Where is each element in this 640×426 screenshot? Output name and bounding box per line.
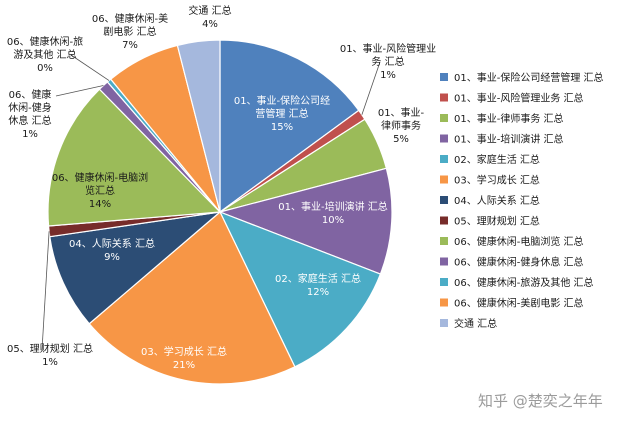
pie-slice bbox=[88, 211, 296, 385]
slice-label-line: 4% bbox=[202, 19, 218, 30]
pie-slice bbox=[176, 39, 221, 213]
slice-label-line: 01、事业-培训演讲 汇总 bbox=[278, 200, 388, 213]
slice-label: 06、健康休闲-电脑浏览汇总 14% bbox=[52, 171, 148, 210]
pie-slices bbox=[47, 39, 393, 385]
slice-label-line: 02、家庭生活 汇总 bbox=[275, 272, 361, 285]
watermark: 知乎 @楚奕之年年 bbox=[478, 392, 603, 410]
legend-swatch bbox=[440, 257, 448, 266]
slice-label-line: 05、理财规划 汇总 bbox=[7, 342, 93, 355]
pie-slice bbox=[218, 210, 382, 368]
slice-label: 06、健康休闲-美剧电影 汇总 7% bbox=[92, 12, 168, 51]
slice-label-line: 06、健康 bbox=[9, 88, 52, 101]
legend-swatch bbox=[440, 175, 448, 184]
slice-label-line: 06、健康休闲-电脑浏 bbox=[52, 171, 148, 184]
legend-swatch bbox=[440, 73, 448, 81]
slice-label: 交通 汇总 4% bbox=[188, 4, 231, 30]
slice-label-line: 15% bbox=[271, 122, 293, 133]
legend-label: 05、理财规划 汇总 bbox=[454, 215, 540, 228]
slice-label-line: 览汇总 bbox=[85, 184, 115, 197]
legend-swatch bbox=[440, 216, 448, 225]
slice-label-line: 04、人际关系 汇总 bbox=[69, 237, 155, 250]
slice-label-line: 21% bbox=[173, 360, 195, 371]
legend-label: 03、学习成长 汇总 bbox=[454, 174, 540, 187]
slice-label: 05、理财规划 汇总 1% bbox=[7, 342, 93, 368]
slice-label-line: 交通 汇总 bbox=[188, 4, 231, 17]
pie-slice bbox=[218, 167, 393, 275]
legend-label: 04、人际关系 汇总 bbox=[454, 194, 540, 207]
legend-label: 01、事业-律师事务 汇总 bbox=[454, 112, 564, 125]
leader-line bbox=[41, 231, 50, 351]
slice-label-line: 剧电影 汇总 bbox=[103, 25, 156, 38]
slice-label-line: 01、事业-风险管理业 bbox=[340, 42, 436, 55]
leader-line bbox=[70, 54, 110, 81]
slice-label: 06、健康休闲-旅游及其他 汇总 0% bbox=[7, 35, 83, 74]
legend-label: 06、健康休闲-电脑浏览 汇总 bbox=[454, 235, 584, 248]
slice-label-line: 游及其他 汇总 bbox=[13, 48, 76, 61]
slice-label: 02、家庭生活 汇总 12% bbox=[275, 272, 361, 298]
legend-label: 02、家庭生活 汇总 bbox=[454, 153, 540, 166]
slice-label: 03、学习成长 汇总 21% bbox=[141, 345, 227, 371]
slice-label-line: 06、健康休闲-美 bbox=[92, 12, 168, 25]
legend-label: 01、事业-风险管理业务 汇总 bbox=[454, 92, 584, 105]
legend-swatch bbox=[440, 134, 448, 143]
slice-label-line: 06、健康休闲-旅 bbox=[7, 35, 83, 48]
legend-swatch bbox=[440, 278, 448, 286]
slice-labels: 01、事业-保险公司经营管理 汇总 15%01、事业-风险管理业务 汇总 1%01、… bbox=[7, 4, 436, 371]
slice-label: 01、事业-保险公司经营管理 汇总 15% bbox=[234, 94, 330, 133]
slice-label-line: 03、学习成长 汇总 bbox=[141, 345, 227, 358]
legend-label: 交通 汇总 bbox=[454, 317, 497, 330]
leader-lines bbox=[41, 54, 381, 351]
legend-swatch bbox=[440, 93, 448, 102]
leader-line bbox=[361, 61, 381, 115]
legend-label: 06、健康休闲-旅游及其他 汇总 bbox=[454, 276, 594, 289]
legend-swatch bbox=[440, 155, 448, 163]
legend-swatch bbox=[440, 237, 448, 245]
slice-label-line: 0% bbox=[37, 63, 53, 74]
slice-label: 01、事业-律师事务 5% bbox=[378, 106, 425, 145]
slice-label-line: 10% bbox=[322, 215, 344, 226]
slice-label-line: 休闲-健身 bbox=[8, 101, 52, 114]
slice-label-line: 律师事务 bbox=[381, 119, 421, 132]
slice-label: 01、事业-培训演讲 汇总 10% bbox=[278, 200, 388, 226]
slice-label: 06、健康休闲-健身休息 汇总 1% bbox=[8, 88, 52, 140]
slice-label-line: 5% bbox=[393, 134, 409, 145]
legend-swatch bbox=[440, 114, 448, 122]
slice-label-line: 01、事业- bbox=[378, 106, 425, 119]
legend-label: 01、事业-培训演讲 汇总 bbox=[454, 133, 564, 146]
slice-label-line: 务 汇总 bbox=[371, 55, 404, 68]
slice-label-line: 1% bbox=[22, 129, 38, 140]
pie-slice bbox=[49, 211, 222, 325]
leader-line bbox=[55, 85, 104, 97]
legend-swatch bbox=[440, 298, 448, 307]
slice-label-line: 1% bbox=[380, 70, 396, 81]
slice-label-line: 01、事业-保险公司经 bbox=[234, 94, 330, 107]
pie-slice bbox=[47, 88, 222, 227]
slice-label: 04、人际关系 汇总 9% bbox=[69, 237, 155, 263]
legend-label: 01、事业-保险公司经营管理 汇总 bbox=[454, 71, 604, 84]
legend-label: 06、健康休闲-美剧电影 汇总 bbox=[454, 297, 584, 310]
legend-label: 06、健康休闲-健身休息 汇总 bbox=[454, 256, 584, 269]
legend-swatch bbox=[440, 319, 448, 327]
slice-label: 01、事业-风险管理业务 汇总 1% bbox=[340, 42, 436, 81]
slice-label-line: 12% bbox=[307, 287, 329, 298]
slice-label-line: 营管理 汇总 bbox=[255, 107, 308, 120]
pie-slice bbox=[219, 39, 360, 214]
slice-label-line: 9% bbox=[104, 252, 120, 263]
slice-label-line: 1% bbox=[42, 357, 58, 368]
slice-label-line: 14% bbox=[89, 199, 111, 210]
slice-label-line: 休息 汇总 bbox=[8, 114, 51, 127]
legend-swatch bbox=[440, 196, 448, 204]
slice-label-line: 7% bbox=[122, 40, 138, 51]
legend: 01、事业-保险公司经营管理 汇总 01、事业-风险管理业务 汇总 01、事业-律师… bbox=[440, 71, 604, 330]
